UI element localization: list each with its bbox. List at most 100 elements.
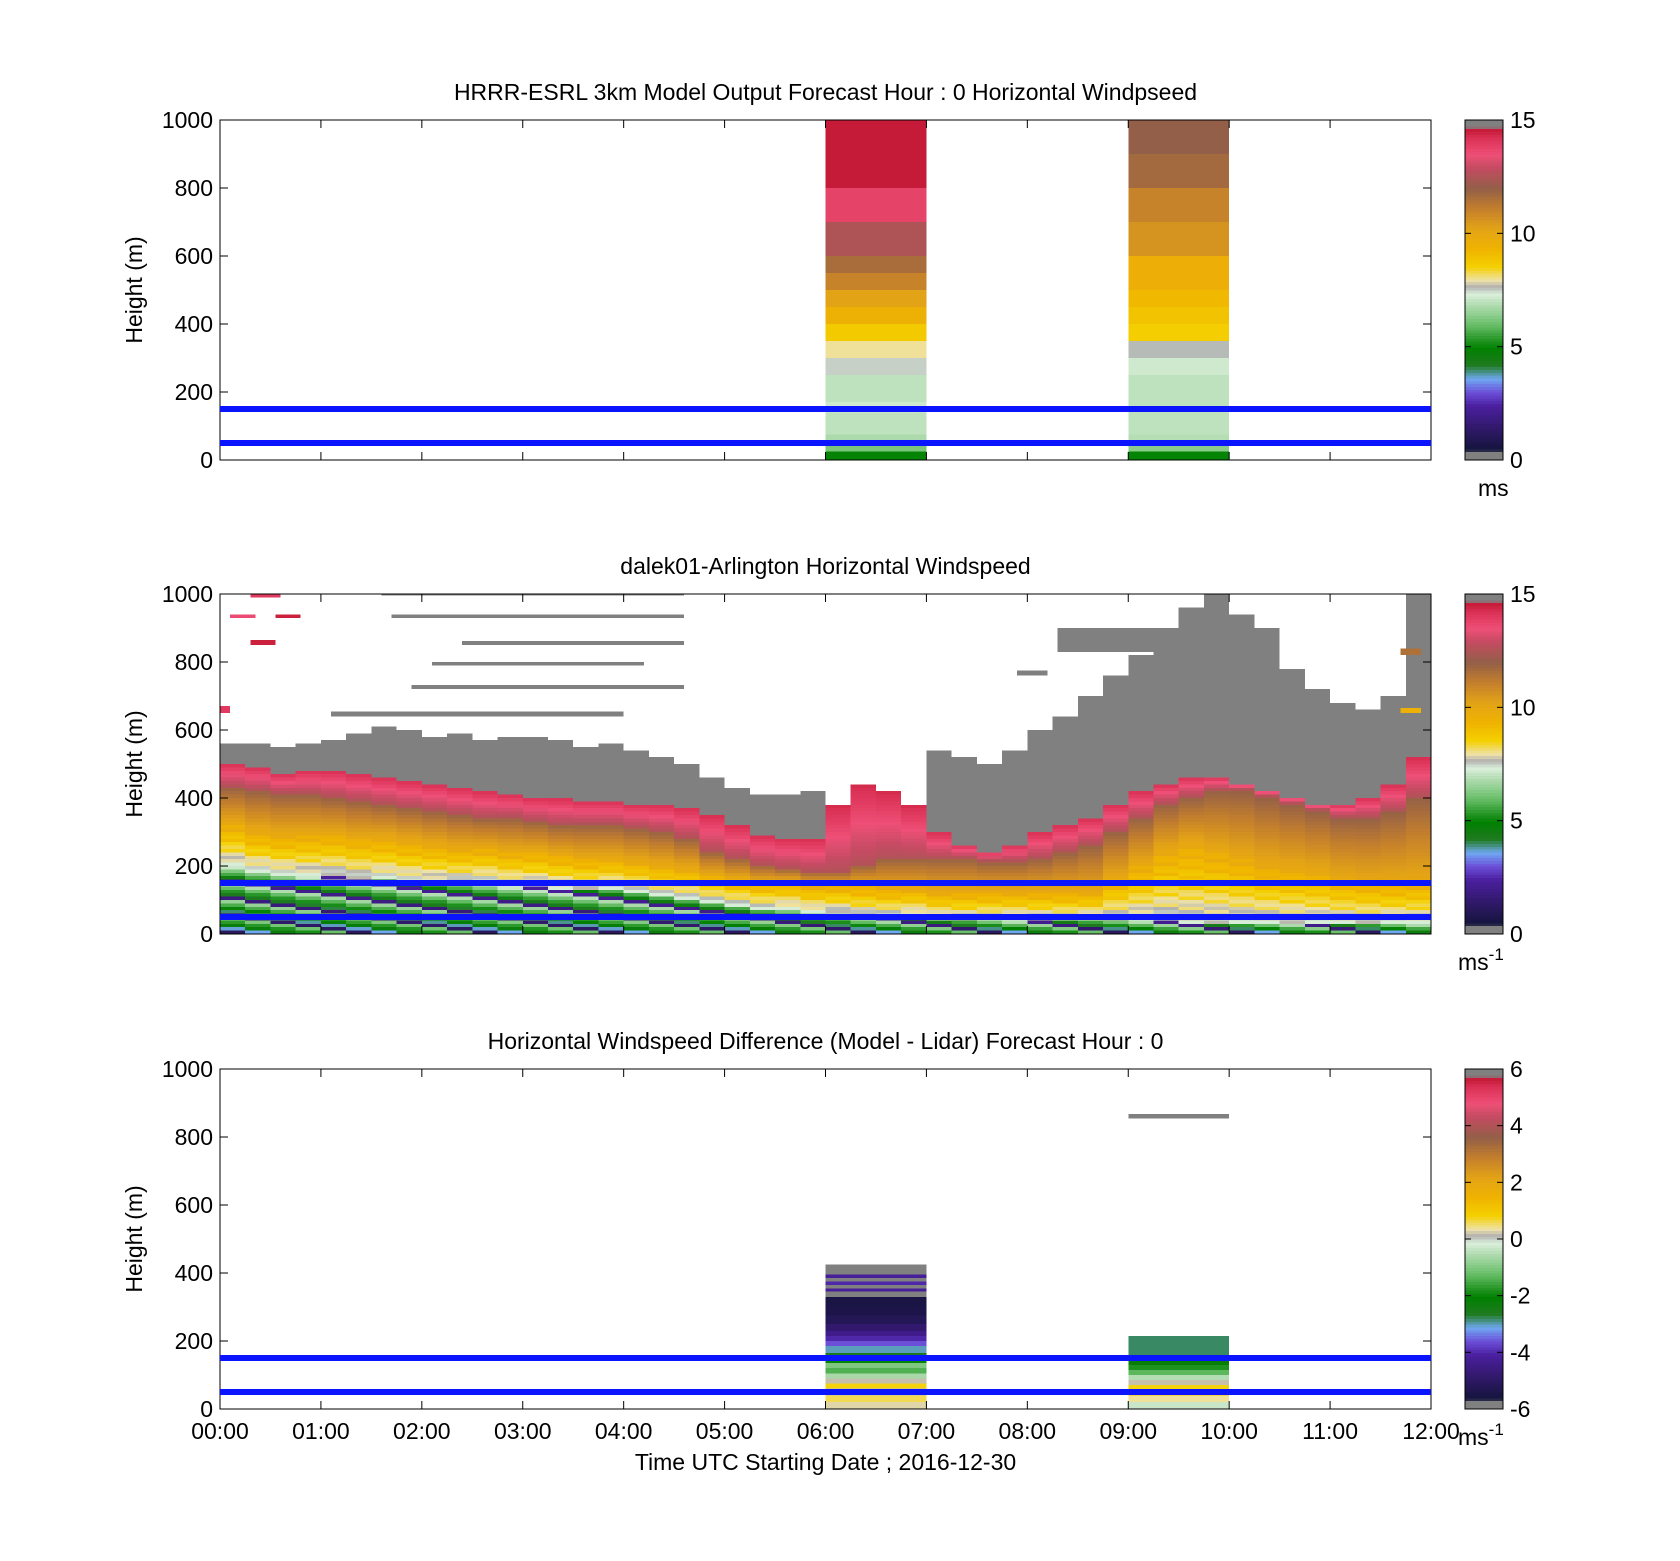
heatmap-cell — [522, 815, 548, 819]
colorbar-segment — [1465, 897, 1503, 901]
heatmap-cell — [951, 757, 977, 846]
colorbar-segment — [1465, 1287, 1503, 1291]
heatmap-cell — [396, 920, 422, 924]
heatmap-cell — [1153, 842, 1179, 846]
colorbar-segment — [1465, 1128, 1503, 1132]
heatmap-cell — [220, 845, 246, 849]
heatmap-cell — [270, 845, 296, 849]
heatmap-cell — [850, 900, 876, 904]
heatmap-cell — [623, 896, 649, 900]
heatmap-cell — [648, 845, 675, 849]
heatmap-cell — [648, 849, 675, 853]
heatmap-cell — [850, 852, 876, 856]
heatmap-cell — [699, 849, 725, 853]
heatmap-cell — [749, 927, 776, 931]
heatmap-cell — [1128, 324, 1230, 341]
heatmap-cell — [1254, 866, 1280, 870]
colorbar-segment — [1465, 1273, 1503, 1277]
heatmap-cell — [901, 872, 927, 877]
heatmap-cell — [573, 923, 599, 928]
heatmap-cell — [1128, 434, 1230, 445]
heatmap-cell — [901, 869, 927, 873]
heatmap-cell — [1380, 927, 1406, 931]
colorbar-segment — [1465, 1250, 1503, 1254]
heatmap-cell — [1027, 896, 1053, 900]
heatmap-cell — [598, 886, 624, 890]
colorbar-segment — [1465, 321, 1503, 325]
heatmap-cell — [800, 906, 826, 911]
colorbar-tick-label: 0 — [1510, 1226, 1523, 1252]
colorbar-segment — [1465, 1233, 1503, 1237]
heatmap-cell — [1153, 828, 1179, 832]
heatmap-cell — [926, 835, 952, 839]
heatmap-cell — [1405, 760, 1431, 764]
heatmap-cell — [1203, 849, 1230, 853]
heatmap-cell — [1380, 821, 1406, 826]
heatmap-cell — [1330, 886, 1356, 890]
heatmap-cell — [421, 869, 448, 873]
colorbar-segment — [1465, 594, 1503, 598]
heatmap-cell — [1380, 838, 1406, 843]
heatmap-cell — [547, 886, 574, 890]
heatmap-cell — [1178, 866, 1204, 870]
heatmap-cell — [775, 872, 801, 877]
heatmap-cell — [371, 910, 397, 914]
heatmap-cell — [598, 866, 624, 870]
heatmap-cell — [1128, 1369, 1230, 1375]
colorbar-segment — [1465, 905, 1503, 910]
heatmap-cell — [1203, 798, 1230, 802]
heatmap-cell — [1128, 842, 1154, 846]
heatmap-cell — [875, 923, 902, 928]
heatmap-cell — [951, 906, 977, 911]
heatmap-cell — [850, 910, 876, 914]
colorbar-segment — [1465, 386, 1503, 390]
colorbar-segment — [1465, 287, 1503, 291]
heatmap-cell — [1330, 900, 1356, 904]
heatmap-cell — [447, 852, 473, 856]
heatmap-cell — [1203, 791, 1230, 795]
heatmap-cell — [270, 876, 296, 880]
heatmap-cell — [1027, 869, 1053, 873]
heatmap-cell — [875, 910, 902, 914]
heatmap-cell — [447, 838, 473, 843]
heatmap-cell — [1203, 869, 1230, 873]
colorbar-segment — [1465, 871, 1503, 876]
heatmap-cell — [1279, 845, 1305, 849]
heatmap-cell — [901, 930, 927, 934]
heatmap-cell — [346, 900, 372, 904]
heatmap-cell — [1077, 893, 1104, 897]
heatmap-cell — [875, 811, 902, 815]
heatmap-cell — [320, 893, 347, 897]
heatmap-cell — [547, 842, 574, 846]
colorbar-segment — [1465, 840, 1503, 844]
heatmap-cell — [1355, 862, 1381, 866]
y-tick-label: 800 — [175, 1124, 213, 1150]
colorbar-segment — [1465, 301, 1503, 305]
heatmap-cell — [1027, 842, 1053, 846]
heatmap-cell — [1128, 855, 1154, 860]
heatmap-cell — [951, 849, 977, 853]
heatmap-cell — [472, 835, 498, 839]
colorbar-segment — [1465, 902, 1503, 907]
heatmap-cell — [825, 903, 851, 907]
heatmap-cell — [1203, 845, 1230, 849]
heatmap-cell — [472, 923, 498, 928]
heatmap-cell — [270, 855, 296, 860]
heatmap-cell — [421, 923, 448, 928]
heatmap-cell — [1103, 862, 1129, 866]
heatmap-cell — [371, 791, 397, 795]
heatmap-cell — [346, 811, 372, 815]
colorbar-segment — [1465, 647, 1503, 652]
heatmap-cell — [749, 862, 776, 866]
heatmap-cell — [1178, 787, 1204, 792]
heatmap-cell — [901, 842, 927, 846]
heatmap-cell — [270, 815, 296, 819]
heatmap-cell — [371, 889, 397, 894]
heatmap-cell — [1052, 716, 1078, 826]
heatmap-cell — [1405, 821, 1431, 826]
colorbar-segment — [1465, 826, 1503, 830]
y-tick-label: 0 — [200, 447, 213, 473]
heatmap-cell — [1203, 794, 1230, 798]
heatmap-cell — [497, 889, 523, 894]
